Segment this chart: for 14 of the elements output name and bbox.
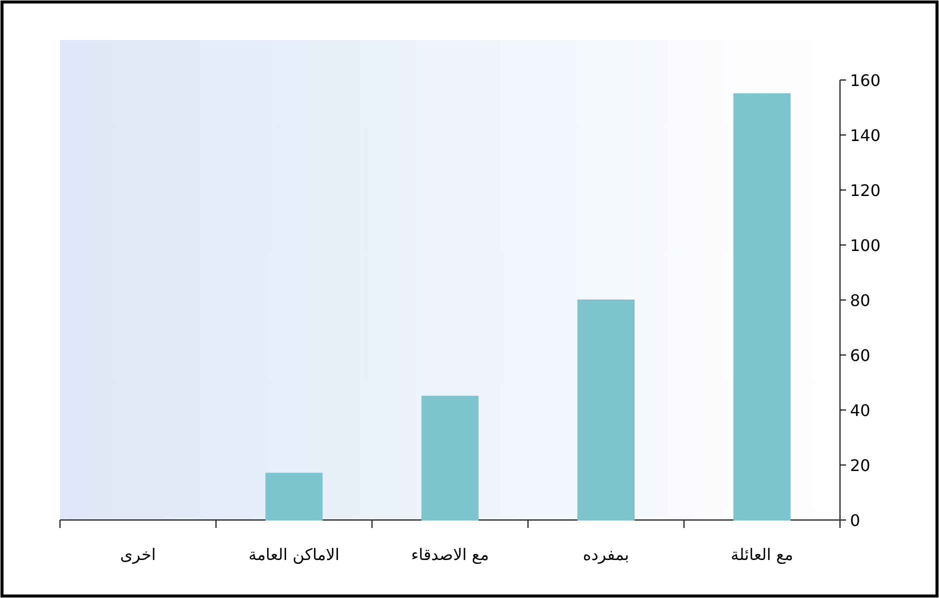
x-tick-label: اخرى	[120, 545, 156, 564]
y-tick-label: 20	[850, 456, 870, 475]
y-tick-label: 140	[850, 126, 881, 145]
y-tick-label: 120	[850, 181, 881, 200]
x-tick-label: مع العائلة	[730, 545, 794, 564]
x-tick-label: بمفرده	[582, 545, 630, 564]
y-tick-label: 160	[850, 71, 881, 90]
y-tick-label: 60	[850, 346, 870, 365]
y-tick-label: 40	[850, 401, 870, 420]
y-tick-label: 0	[850, 511, 860, 530]
x-tick-label: الاماكن العامة	[248, 545, 340, 564]
x-tick-label: مع الاصدقاء	[411, 545, 489, 564]
y-tick-label: 80	[850, 291, 870, 310]
y-tick-label: 100	[850, 236, 881, 255]
